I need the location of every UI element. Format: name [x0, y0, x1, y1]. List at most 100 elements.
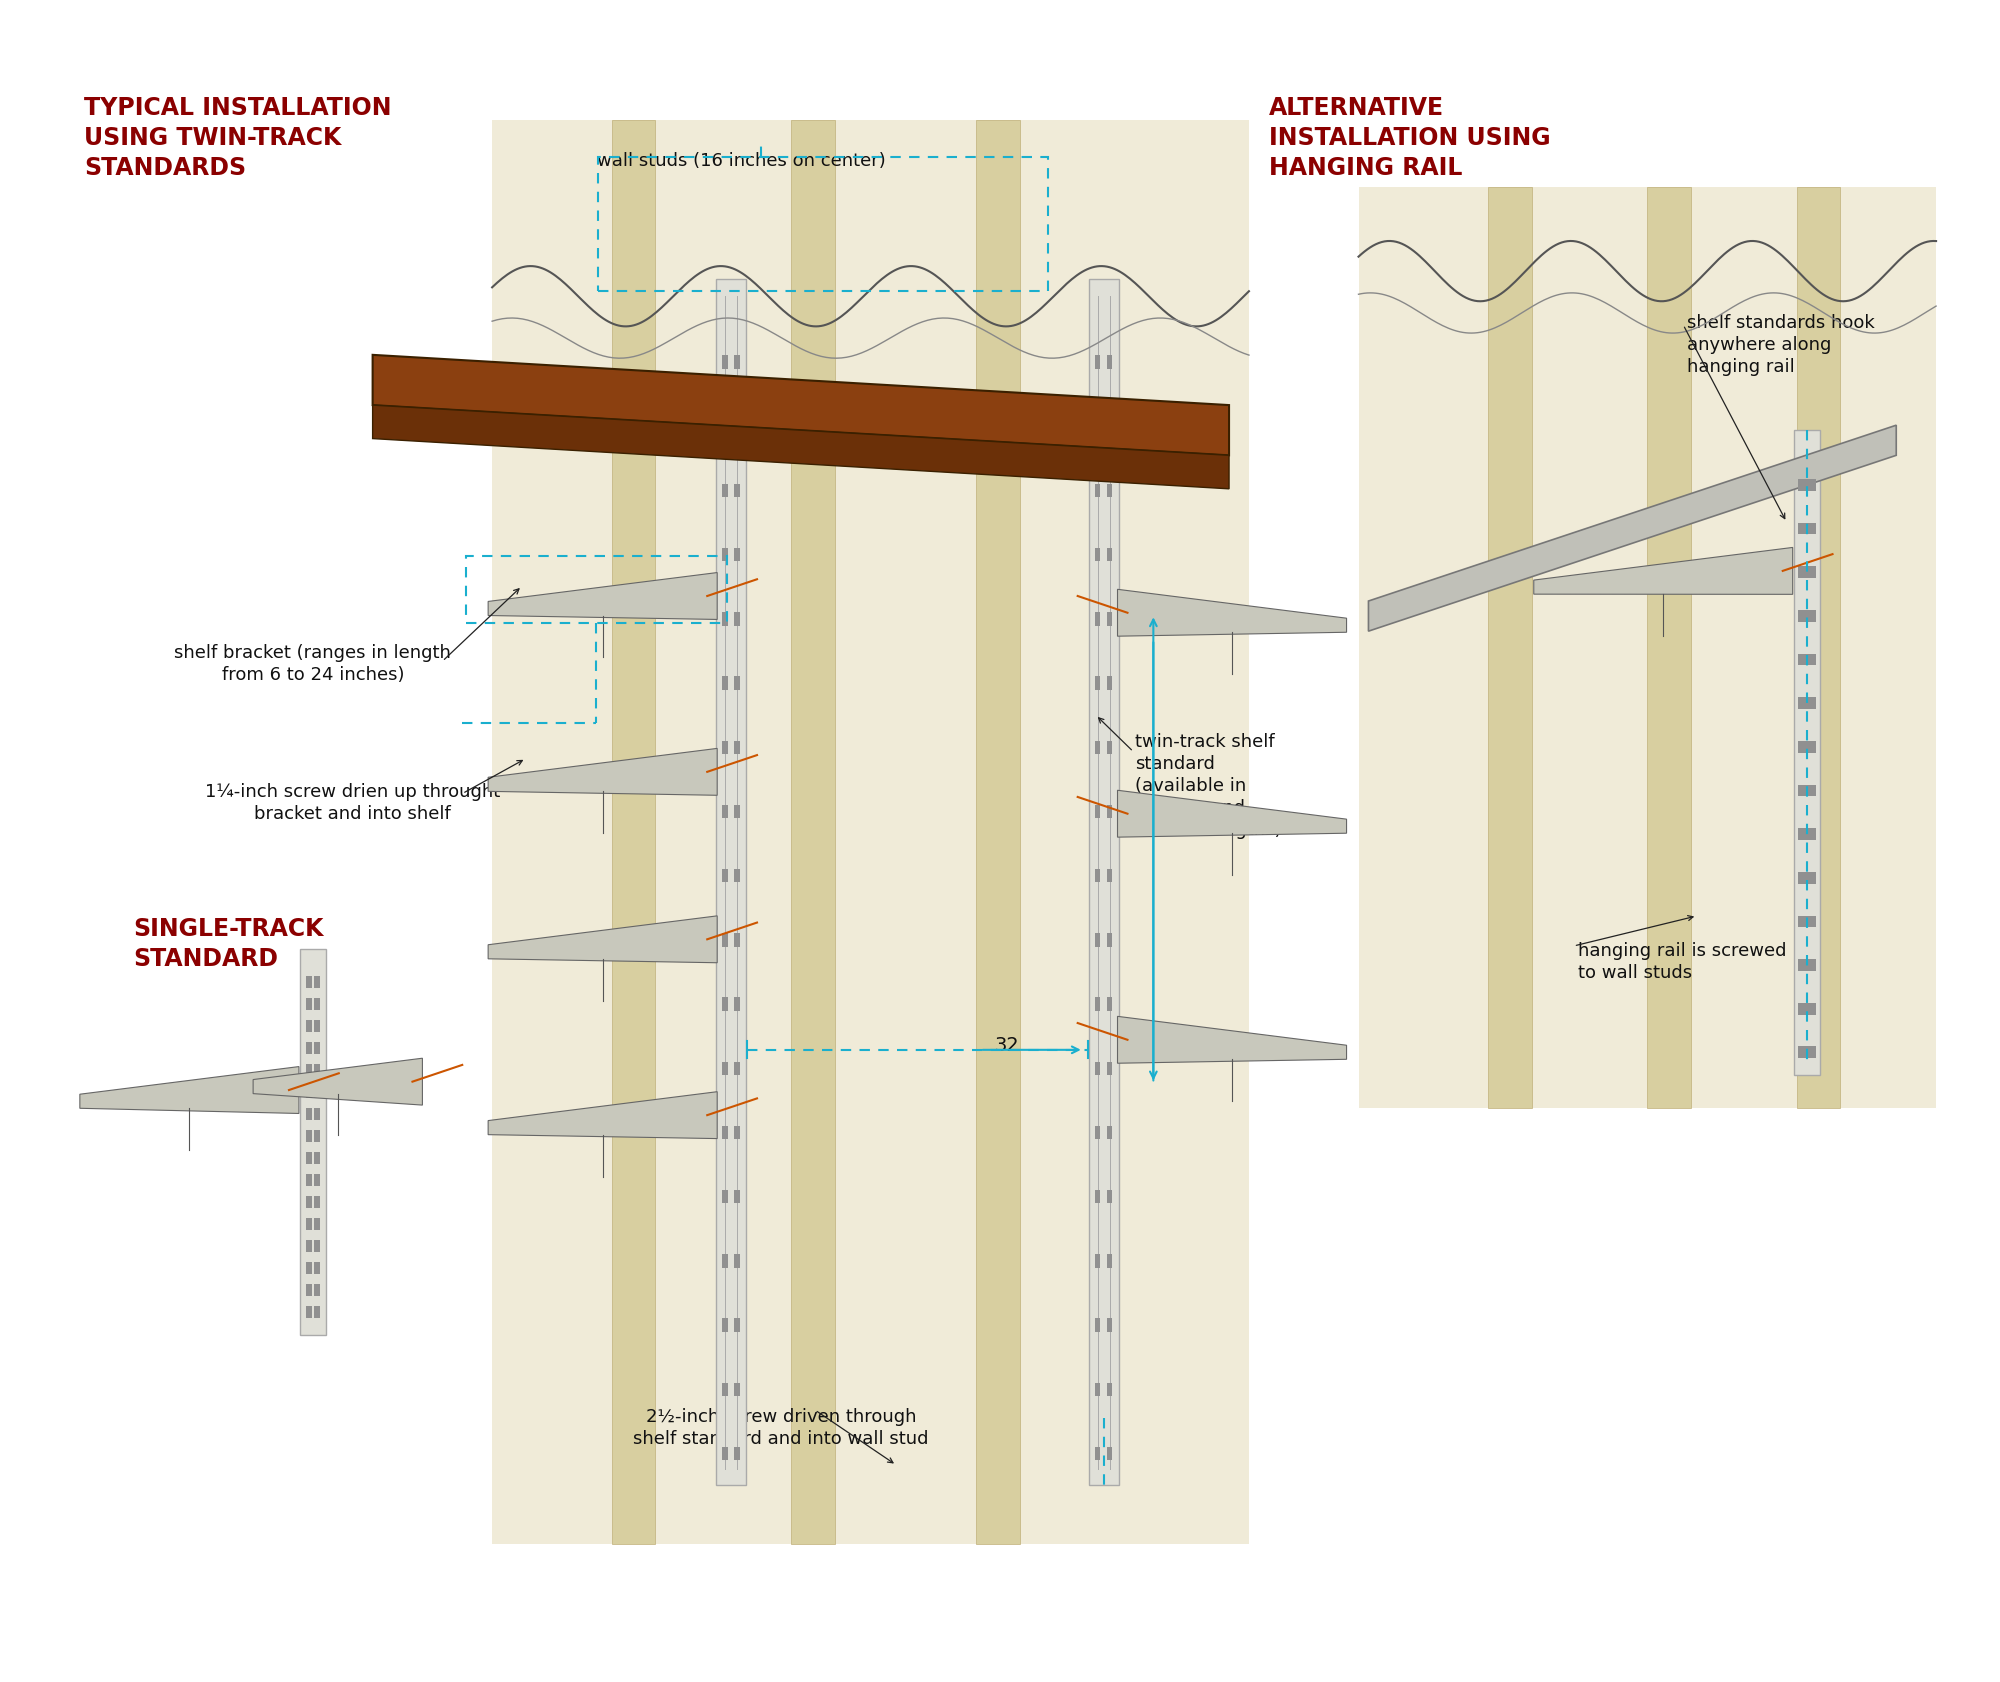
- Bar: [1094, 870, 1100, 883]
- Bar: [1094, 1061, 1100, 1075]
- Bar: [1106, 997, 1112, 1011]
- Bar: [306, 1108, 312, 1120]
- Bar: [314, 1174, 320, 1186]
- Bar: [300, 950, 326, 1336]
- Bar: [612, 121, 656, 1544]
- Bar: [1106, 934, 1112, 947]
- Bar: [734, 357, 740, 370]
- Polygon shape: [80, 1066, 298, 1113]
- Bar: [306, 977, 312, 989]
- Bar: [466, 557, 728, 624]
- Text: 2½-inch screw driven through
shelf standard and into wall stud: 2½-inch screw driven through shelf stand…: [634, 1406, 928, 1447]
- Bar: [1106, 420, 1112, 434]
- Bar: [722, 548, 728, 562]
- Polygon shape: [1368, 426, 1896, 632]
- Bar: [1094, 676, 1100, 690]
- Bar: [314, 1263, 320, 1273]
- Text: TYPICAL INSTALLATION
USING TWIN-TRACK
STANDARDS: TYPICAL INSTALLATION USING TWIN-TRACK ST…: [84, 96, 392, 180]
- Bar: [1106, 1255, 1112, 1268]
- Bar: [314, 977, 320, 989]
- Bar: [722, 357, 728, 370]
- Bar: [1798, 1046, 1816, 1058]
- Polygon shape: [1534, 548, 1792, 595]
- Bar: [734, 1255, 740, 1268]
- Bar: [734, 934, 740, 947]
- Bar: [722, 1191, 728, 1204]
- Bar: [1094, 1125, 1100, 1139]
- Bar: [722, 420, 728, 434]
- Polygon shape: [488, 1092, 718, 1139]
- Bar: [1798, 873, 1816, 885]
- Bar: [306, 1285, 312, 1297]
- Bar: [1094, 997, 1100, 1011]
- Text: 1¼-inch screw drien up throught
bracket and into shelf: 1¼-inch screw drien up throught bracket …: [206, 782, 500, 822]
- Bar: [976, 121, 1020, 1544]
- Text: shelf bracket (ranges in length
from 6 to 24 inches): shelf bracket (ranges in length from 6 t…: [174, 644, 452, 683]
- Bar: [1106, 1125, 1112, 1139]
- Polygon shape: [372, 405, 1230, 489]
- Bar: [1094, 1447, 1100, 1460]
- Bar: [1106, 612, 1112, 626]
- Bar: [314, 1285, 320, 1297]
- Bar: [1794, 431, 1820, 1075]
- Bar: [1094, 357, 1100, 370]
- Bar: [1488, 188, 1532, 1108]
- Bar: [492, 121, 1248, 1544]
- Bar: [734, 870, 740, 883]
- Bar: [1798, 611, 1816, 622]
- Polygon shape: [1118, 791, 1346, 838]
- Bar: [1106, 1447, 1112, 1460]
- Bar: [722, 742, 728, 755]
- Text: hanging rail is screwed
to wall studs: hanging rail is screwed to wall studs: [1578, 942, 1786, 982]
- Polygon shape: [372, 355, 1230, 456]
- Text: SINGLE-TRACK
STANDARD: SINGLE-TRACK STANDARD: [134, 917, 324, 971]
- Text: 32: 32: [994, 1036, 1018, 1055]
- Bar: [314, 1196, 320, 1208]
- Bar: [722, 806, 728, 819]
- Bar: [722, 1383, 728, 1396]
- Bar: [306, 1307, 312, 1319]
- Bar: [1094, 1191, 1100, 1204]
- Bar: [1106, 1061, 1112, 1075]
- Bar: [734, 806, 740, 819]
- Bar: [734, 997, 740, 1011]
- Bar: [1798, 654, 1816, 666]
- Bar: [1106, 676, 1112, 690]
- Bar: [734, 1061, 740, 1075]
- Bar: [1094, 742, 1100, 755]
- Bar: [722, 484, 728, 498]
- Bar: [1798, 960, 1816, 971]
- Bar: [314, 1218, 320, 1230]
- Text: twin-track shelf
standard
(available in
24-, 48- and
70-inch lengths): twin-track shelf standard (available in …: [1136, 732, 1282, 839]
- Bar: [722, 612, 728, 626]
- Bar: [1106, 1383, 1112, 1396]
- Bar: [306, 1043, 312, 1055]
- Bar: [306, 1130, 312, 1142]
- Bar: [306, 1196, 312, 1208]
- Polygon shape: [488, 574, 718, 621]
- Bar: [314, 1130, 320, 1142]
- Bar: [722, 1319, 728, 1332]
- Bar: [1094, 612, 1100, 626]
- Bar: [314, 1087, 320, 1098]
- Polygon shape: [488, 917, 718, 964]
- Bar: [722, 997, 728, 1011]
- Bar: [306, 1218, 312, 1230]
- Bar: [314, 1043, 320, 1055]
- Text: ALTERNATIVE
INSTALLATION USING
HANGING RAIL: ALTERNATIVE INSTALLATION USING HANGING R…: [1268, 96, 1550, 180]
- Bar: [1106, 357, 1112, 370]
- Bar: [306, 1240, 312, 1251]
- Bar: [734, 1125, 740, 1139]
- Bar: [734, 1319, 740, 1332]
- Polygon shape: [488, 748, 718, 796]
- Bar: [722, 870, 728, 883]
- Bar: [1798, 742, 1816, 754]
- Bar: [1358, 188, 1936, 1108]
- Bar: [722, 1447, 728, 1460]
- Bar: [1106, 806, 1112, 819]
- Polygon shape: [1118, 590, 1346, 637]
- Bar: [306, 1152, 312, 1164]
- Bar: [1106, 548, 1112, 562]
- Bar: [314, 1021, 320, 1033]
- Bar: [1798, 829, 1816, 841]
